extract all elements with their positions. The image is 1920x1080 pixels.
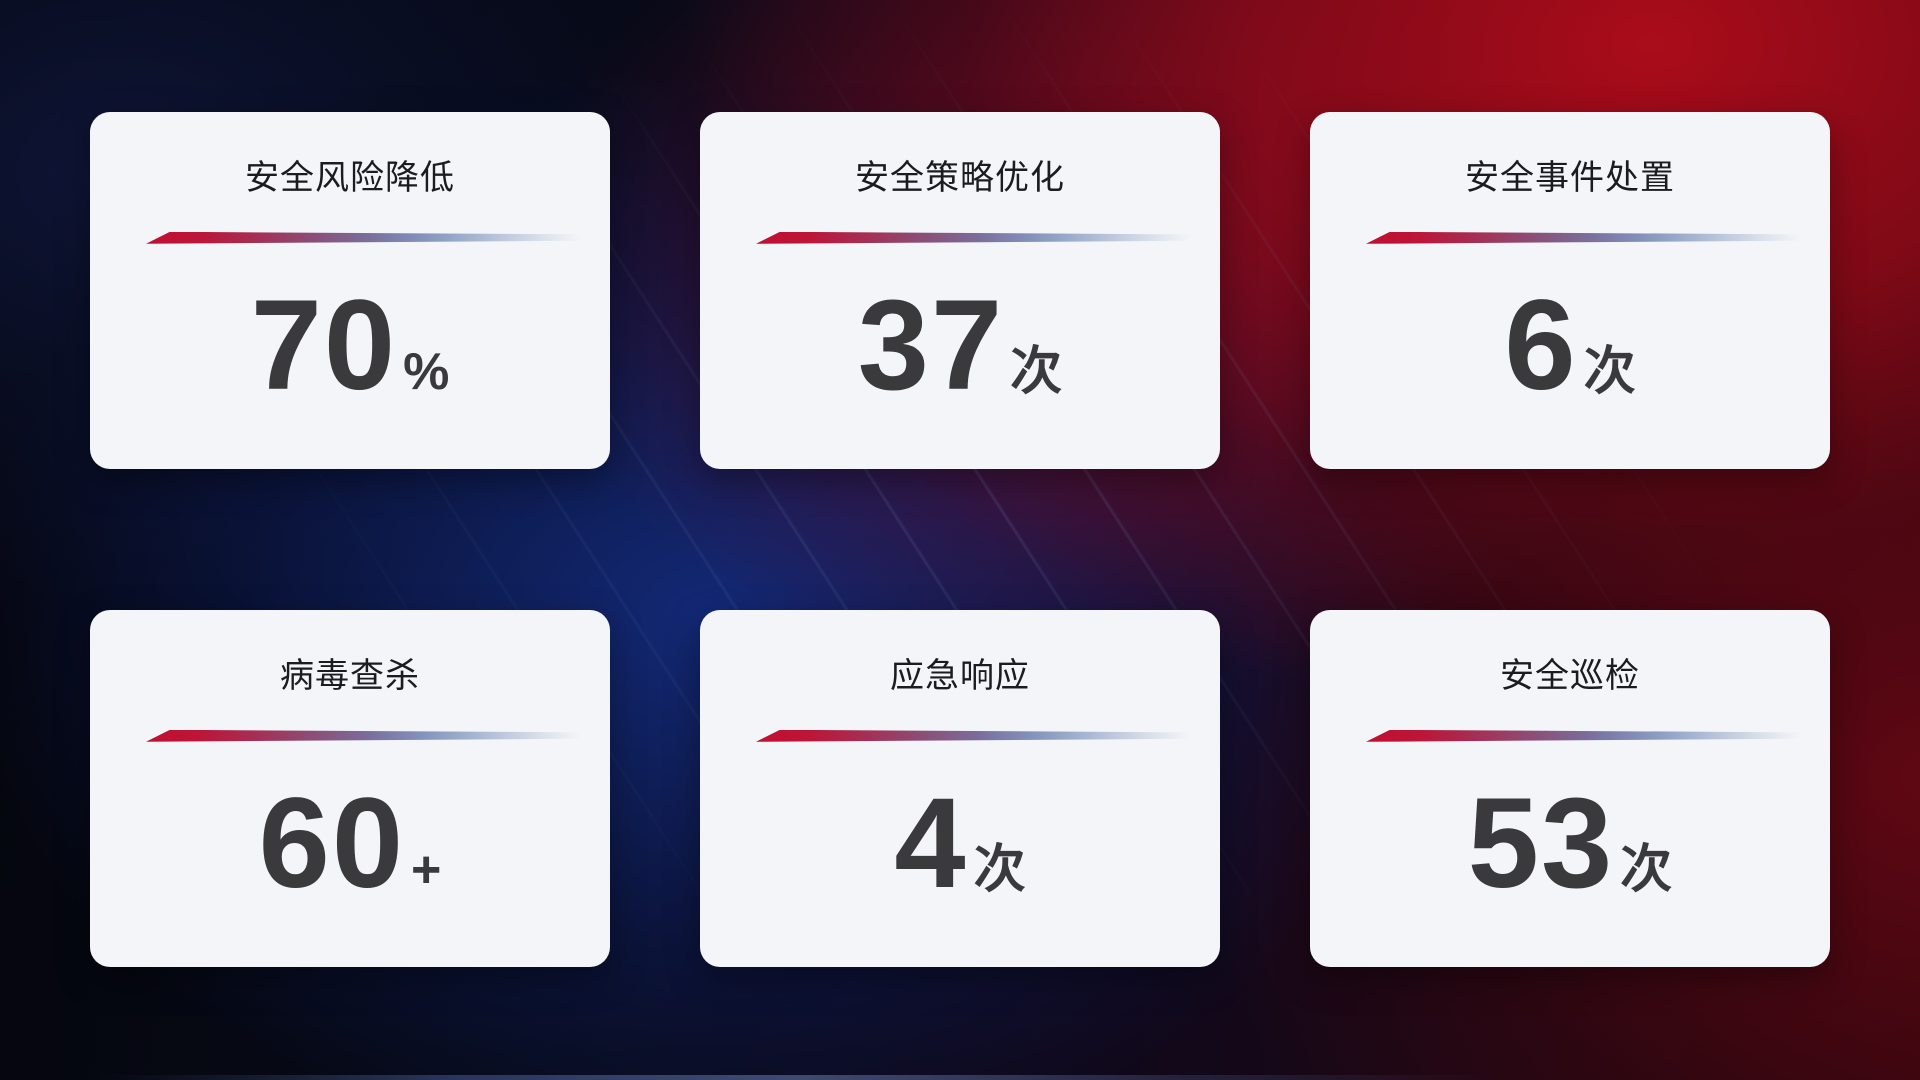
divider-wrap	[700, 729, 1220, 742]
metric-unit: 次	[973, 840, 1026, 899]
metric-value: 70	[250, 273, 398, 417]
gradient-divider	[756, 231, 1200, 244]
card-title: 安全风险降低	[245, 159, 455, 197]
metric-unit: +	[411, 840, 442, 899]
stat-card-risk-reduction: 安全风险降低 70 %	[90, 112, 610, 469]
gradient-divider	[146, 729, 590, 742]
metric-value: 37	[857, 273, 1005, 417]
divider-wrap	[700, 231, 1220, 244]
divider-wrap	[1310, 729, 1830, 742]
divider-wrap	[90, 231, 610, 244]
gradient-divider	[1366, 729, 1810, 742]
metric-value: 4	[894, 771, 968, 915]
metric-value: 53	[1467, 771, 1615, 915]
card-title: 安全事件处置	[1465, 159, 1675, 197]
gradient-divider	[1366, 231, 1810, 244]
metric: 6 次	[1310, 273, 1830, 417]
card-title: 安全策略优化	[855, 159, 1065, 197]
metric: 60 +	[90, 771, 610, 915]
metric-unit: 次	[1620, 840, 1673, 899]
stat-card-virus-scan: 病毒查杀 60 +	[90, 610, 610, 967]
metric: 53 次	[1310, 771, 1830, 915]
metric-value: 60	[258, 771, 405, 915]
stat-card-incident-handling: 安全事件处置 6 次	[1310, 112, 1830, 469]
stat-card-security-inspection: 安全巡检 53 次	[1310, 610, 1830, 967]
metric-unit: %	[403, 342, 450, 401]
card-title: 安全巡检	[1500, 657, 1640, 695]
gradient-divider	[146, 231, 590, 244]
divider-wrap	[90, 729, 610, 742]
metric-unit: 次	[1583, 342, 1636, 401]
stat-card-emergency-response: 应急响应 4 次	[700, 610, 1220, 967]
card-title: 应急响应	[890, 657, 1030, 695]
gradient-divider	[756, 729, 1200, 742]
metric-value: 6	[1504, 273, 1578, 417]
metric-unit: 次	[1010, 342, 1063, 401]
stat-card-policy-optimization: 安全策略优化 37 次	[700, 112, 1220, 469]
metric: 4 次	[700, 771, 1220, 915]
divider-wrap	[1310, 231, 1830, 244]
metric: 37 次	[700, 273, 1220, 417]
metric: 70 %	[90, 273, 610, 417]
card-title: 病毒查杀	[280, 657, 420, 695]
